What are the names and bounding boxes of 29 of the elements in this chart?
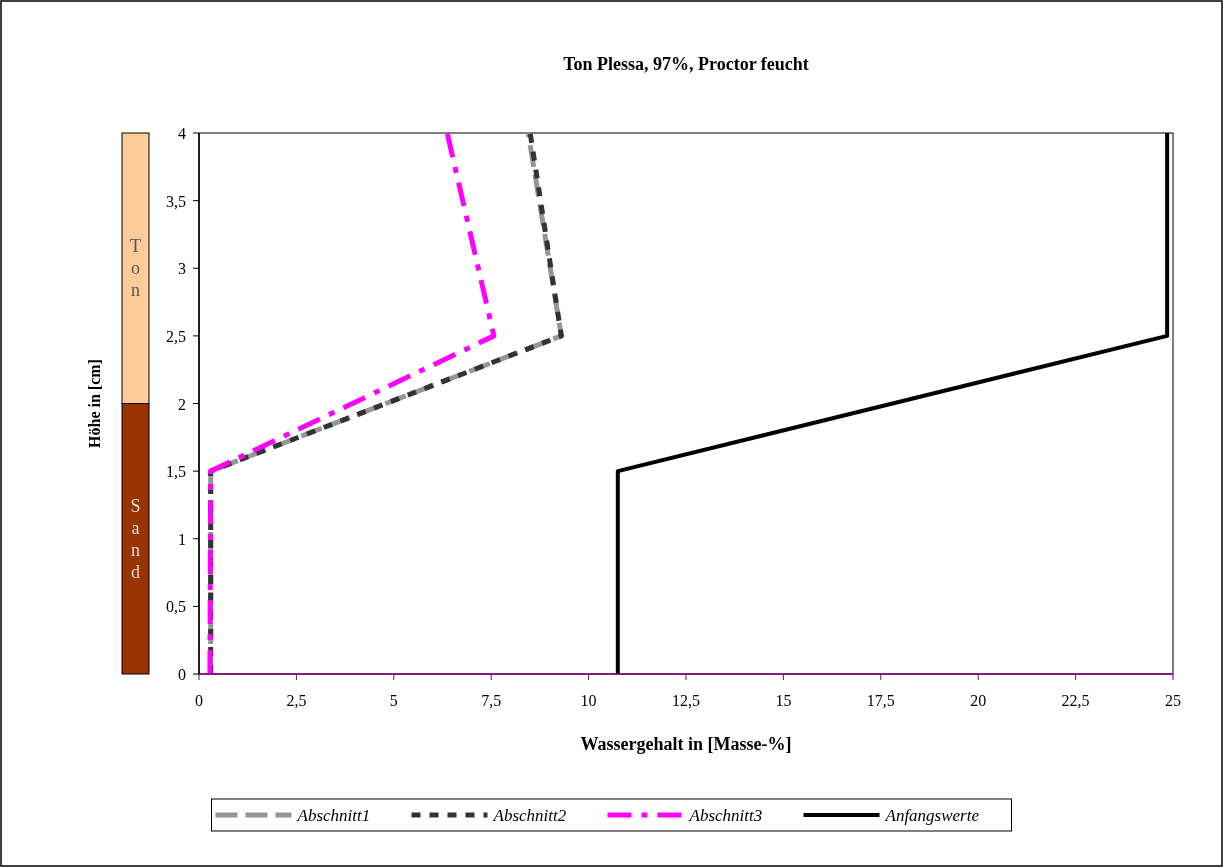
x-tick-label: 22,5 (1061, 692, 1090, 709)
x-tick-label: 12,5 (672, 692, 700, 709)
y-tick-label: 0 (178, 666, 186, 683)
x-tick-label: 15 (775, 692, 792, 709)
y-tick-label: 0,5 (166, 598, 186, 616)
legend-label: Abschnitt1 (296, 806, 371, 825)
y-tick-label: 1 (178, 530, 186, 548)
x-tick-label: 10 (580, 692, 597, 709)
x-tick-label: 17,5 (866, 692, 895, 709)
legend-label: Abschnitt3 (688, 806, 763, 825)
x-tick-label: 5 (389, 692, 398, 709)
legend-label: Anfangswerte (884, 806, 980, 825)
chart-title: Ton Plessa, 97%, Proctor feucht (563, 54, 809, 74)
y-axis-title: Höhe in [cm] (86, 359, 103, 448)
x-tick-label: 7,5 (481, 692, 502, 709)
text: Sand (130, 495, 141, 582)
y-tick-label: 4 (178, 125, 186, 142)
x-axis-title: Wassergehalt in [Masse-%] (580, 734, 792, 754)
x-tick-label: 2,5 (286, 692, 307, 709)
y-tick-label: 2 (178, 395, 186, 413)
y-tick-label: 3 (178, 260, 186, 278)
text: Ton (130, 236, 141, 301)
y-tick-label: 3,5 (166, 192, 186, 210)
x-tick-label: 20 (970, 692, 987, 709)
y-tick-label: 1,5 (166, 463, 186, 481)
x-tick-label: 25 (1165, 692, 1181, 709)
x-tick-label: 0 (195, 692, 203, 709)
y-tick-label: 2,5 (166, 327, 186, 345)
legend-label: Abschnitt2 (492, 806, 567, 825)
